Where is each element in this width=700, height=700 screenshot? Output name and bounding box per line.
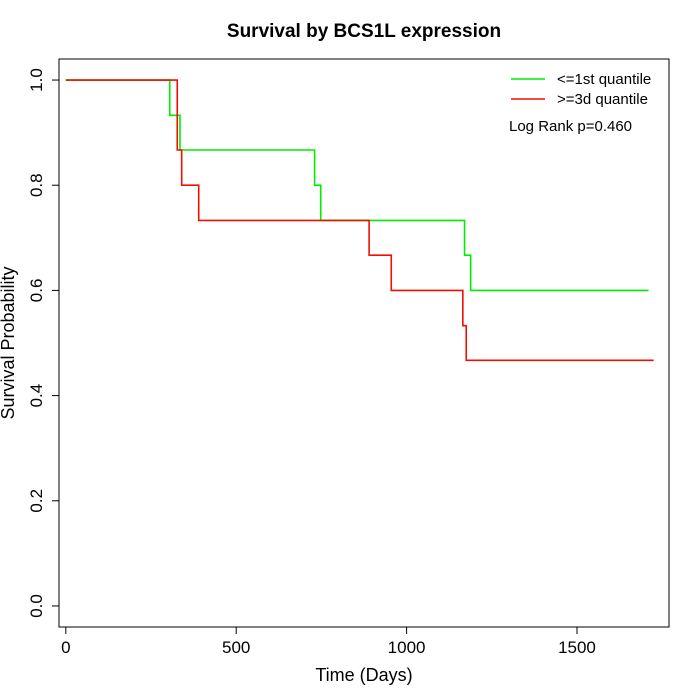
y-tick-label: 0.0 [27, 594, 46, 618]
chart-title: Survival by BCS1L expression [227, 21, 501, 42]
y-tick-label: 0.2 [27, 489, 46, 513]
x-tick-label: 500 [222, 638, 250, 657]
y-tick-label: 0.6 [27, 279, 46, 303]
log-rank-annotation: Log Rank p=0.460 [509, 118, 632, 135]
y-axis-label: Survival Probability [0, 266, 18, 419]
legend: <=1st quantile >=3d quantile [511, 71, 651, 108]
x-axis-label: Time (Days) [315, 665, 412, 685]
y-tick-label: 0.4 [27, 384, 46, 408]
y-tick-label: 1.0 [27, 68, 46, 92]
y-tick-label: 0.8 [27, 173, 46, 197]
x-tick-label: 1500 [558, 638, 596, 657]
series-layer [65, 79, 654, 362]
legend-label-0: <=1st quantile [557, 71, 651, 88]
y-axis: 0.0 0.2 0.4 0.6 0.8 1.0 [27, 68, 60, 618]
x-tick-label: 1000 [388, 638, 426, 657]
x-tick-label: 0 [61, 638, 70, 657]
legend-label-1: >=3d quantile [557, 91, 648, 108]
series-line-1 [65, 79, 654, 362]
x-axis: 0 500 1000 1500 [61, 626, 596, 657]
series-line-0 [65, 79, 649, 292]
